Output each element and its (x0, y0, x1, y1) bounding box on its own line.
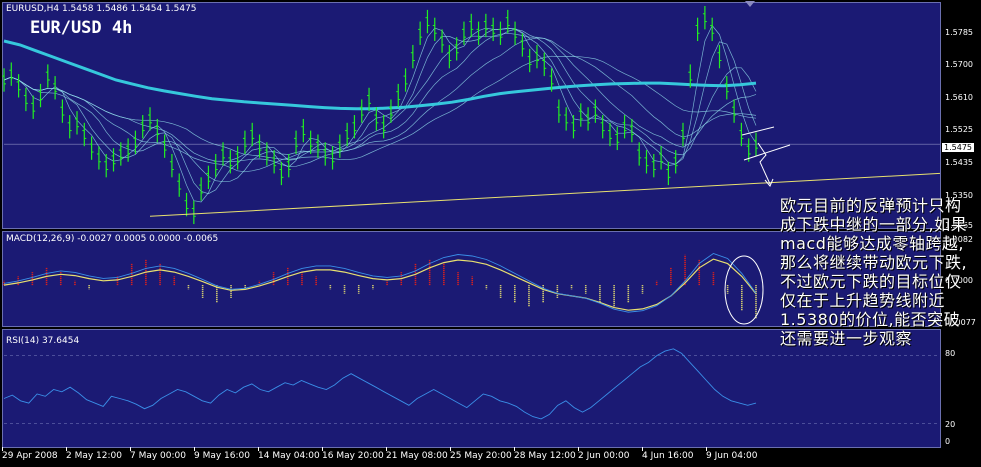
highlight-circle (724, 255, 764, 325)
x-axis-tick (66, 447, 67, 451)
rsi-tick-label: 80 (945, 349, 956, 358)
moving-average-line (3, 37, 757, 167)
y-tick-label: 1.5610 (945, 93, 973, 102)
projection-arrow-icon (757, 142, 771, 185)
x-axis-tick (642, 447, 643, 451)
x-tick-label: 16 May 20:00 (322, 451, 384, 461)
x-axis-tick (322, 447, 323, 451)
moving-average-line (3, 28, 757, 195)
macd-signal-line (3, 258, 757, 311)
x-tick-label: 28 May 12:00 (514, 451, 576, 461)
macd-tick-label: -0.0077 (945, 318, 976, 327)
x-tick-label: 4 Jun 16:00 (642, 451, 694, 461)
rsi-header: RSI(14) 37.6454 (6, 336, 80, 346)
x-tick-label: 7 May 00:00 (130, 451, 186, 461)
x-tick-label: 21 May 08:00 (386, 451, 448, 461)
rsi-tick-label: 20 (945, 420, 956, 429)
macd-header: MACD(12,26,9) -0.0027 0.0005 0.0000 -0.0… (6, 234, 219, 244)
x-axis-tick (130, 447, 131, 451)
x-axis-tick (706, 447, 707, 451)
dropdown-arrow-icon[interactable] (745, 1, 755, 7)
moving-average-line (3, 24, 757, 203)
y-tick-label: 1.5700 (945, 60, 973, 69)
channel-upper-line (741, 126, 775, 136)
x-tick-label: 14 May 04:00 (258, 451, 320, 461)
rsi-line (3, 348, 757, 420)
x-axis-tick (194, 447, 195, 451)
x-tick-label: 9 May 16:00 (194, 451, 250, 461)
rsi-pane (2, 329, 941, 448)
y-tick-label: 1.5785 (945, 28, 973, 37)
moving-average-line (3, 29, 757, 183)
rising-trendline (149, 172, 941, 217)
y-tick-label: 1.5525 (945, 125, 973, 134)
y-tick-label: 1.5350 (945, 191, 973, 200)
moving-average-line (3, 55, 757, 161)
long-moving-average-line (3, 39, 757, 111)
macd-tick-label: 0.0082 (945, 235, 973, 244)
macd-main-line (3, 252, 757, 313)
y-tick-label: 1.5265 (945, 221, 973, 230)
analysis-annotation: 欧元目前的反弹预计只构成下跌中继的一部分,如果macd能够达成零轴跨越,那么将继… (780, 196, 968, 348)
x-tick-label: 2 May 12:00 (66, 451, 122, 461)
macd-tick-label: 0.0000 (945, 276, 973, 285)
x-tick-label: 29 Apr 2008 (2, 451, 58, 461)
x-axis-tick (578, 447, 579, 451)
x-axis-tick (2, 447, 3, 451)
price-pane (2, 2, 941, 229)
channel-lower-line (743, 144, 791, 161)
current-price-tag: 1.5475 (942, 143, 974, 152)
x-tick-label: 25 May 20:00 (450, 451, 512, 461)
y-tick-label: 1.5435 (945, 158, 973, 167)
moving-average-line (3, 32, 757, 173)
price-header: EURUSD,H4 1.5458 1.5486 1.5454 1.5475 (6, 4, 197, 14)
x-axis-tick (258, 447, 259, 451)
x-axis-tick (514, 447, 515, 451)
x-axis-tick (386, 447, 387, 451)
x-tick-label: 9 Jun 04:00 (706, 451, 758, 461)
chart-title: EUR/USD 4h (30, 18, 133, 38)
x-axis-tick (450, 447, 451, 451)
arrow-head-icon (764, 178, 774, 187)
x-tick-label: 2 Jun 00:00 (578, 451, 630, 461)
rsi-tick-label: 0 (945, 437, 951, 446)
